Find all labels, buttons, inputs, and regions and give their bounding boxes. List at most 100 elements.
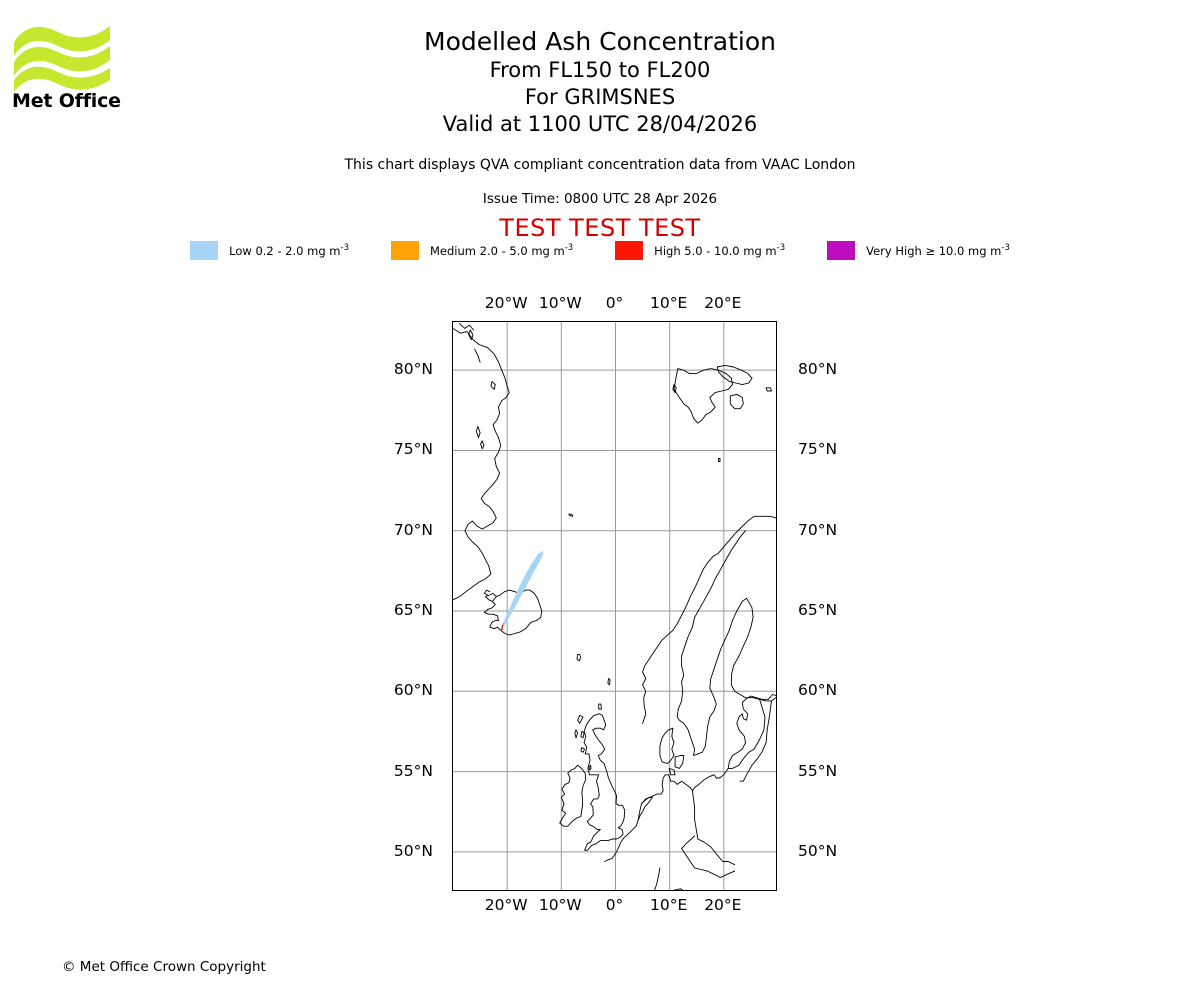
legend-label-medium: Medium 2.0 - 5.0 mg m-3 — [429, 243, 574, 258]
coastline-path — [642, 515, 776, 724]
ash-plume-low — [501, 550, 544, 628]
ash-plume — [500, 550, 544, 631]
lat-tick-label: 80°N — [798, 360, 838, 379]
coastline-path — [739, 700, 772, 782]
coastline-path — [717, 458, 721, 463]
coastline-path — [716, 364, 753, 386]
coastline-path — [485, 592, 497, 602]
coastline-path — [568, 513, 574, 517]
coastline-path — [580, 730, 585, 739]
chart-note: This chart displays QVA compliant concen… — [344, 157, 856, 173]
latitude-axis-right: 80°N 75°N 70°N 65°N 60°N 55°N 50°N — [786, 321, 906, 891]
coastline-path — [577, 714, 584, 724]
coastline-path — [583, 713, 626, 851]
coastline-path — [672, 384, 677, 394]
map-frame — [452, 321, 777, 891]
coastline-path — [468, 329, 474, 341]
coastline-path — [475, 425, 481, 439]
longitude-axis-top: 20°W 10°W 0° 10°E 20°E — [452, 294, 777, 314]
coastline-path — [588, 764, 592, 771]
test-banner: TEST TEST TEST — [499, 214, 701, 242]
coastline-path — [459, 323, 475, 331]
ash-plume-very-high — [501, 625, 503, 631]
lon-tick-label: 20°E — [704, 896, 742, 914]
longitude-axis-bottom: 20°W 10°W 0° 10°E 20°E — [452, 896, 777, 916]
lon-tick-label: 0° — [605, 294, 624, 312]
latitude-axis-left: 80°N 75°N 70°N 65°N 60°N 55°N 50°N — [0, 321, 445, 891]
coastline-path — [729, 393, 744, 410]
coastline-path — [598, 703, 602, 710]
legend-item-very-high: Very High ≥ 10.0 mg m-3 — [827, 241, 1010, 260]
legend: Low 0.2 - 2.0 mg m-3 Medium 2.0 - 5.0 mg… — [0, 241, 1200, 260]
coastline-path — [727, 698, 766, 769]
lon-tick-label: 20°E — [704, 294, 742, 312]
lat-tick-label: 50°N — [393, 841, 433, 860]
lat-tick-label: 65°N — [798, 601, 838, 619]
coastline-path — [681, 835, 696, 850]
valid-time-subtitle: Valid at 1100 UTC 28/04/2026 — [442, 112, 758, 136]
title-block: Modelled Ash Concentration From FL150 to… — [0, 26, 1200, 138]
legend-item-low: Low 0.2 - 2.0 mg m-3 — [190, 241, 349, 260]
logo-waves-icon — [14, 26, 110, 92]
page-title: Modelled Ash Concentration — [424, 27, 776, 56]
legend-swatch-very-high — [827, 241, 856, 260]
coastline-path — [574, 729, 579, 739]
coastline-path — [576, 653, 582, 662]
lat-tick-label: 75°N — [798, 440, 838, 459]
coastline-path — [490, 380, 496, 390]
lon-tick-label: 10°W — [538, 294, 582, 312]
legend-label-very-high: Very High ≥ 10.0 mg m-3 — [866, 243, 1010, 258]
lon-tick-label: 20°W — [484, 294, 528, 312]
legend-label-low: Low 0.2 - 2.0 mg m-3 — [229, 243, 349, 258]
map-gridlines — [453, 322, 776, 890]
lat-tick-label: 70°N — [393, 520, 433, 539]
legend-swatch-high — [615, 241, 644, 260]
coastline-path — [604, 694, 776, 862]
lon-tick-label: 10°E — [650, 896, 688, 914]
lat-tick-label: 55°N — [798, 761, 838, 780]
coastline-path — [691, 790, 699, 840]
coastline-path — [765, 387, 772, 392]
coastline-path — [580, 747, 586, 753]
coastline-path — [697, 838, 736, 866]
legend-item-high: High 5.0 - 10.0 mg m-3 — [615, 241, 785, 260]
lon-tick-label: 0° — [605, 896, 624, 914]
coastline-path — [676, 597, 776, 756]
ash-concentration-map[interactable] — [452, 321, 777, 891]
volcano-subtitle: For GRIMSNES — [524, 85, 676, 109]
coastline-path — [453, 327, 510, 601]
issue-time: Issue Time: 0800 UTC 28 Apr 2026 — [482, 191, 718, 207]
coastline-path — [654, 867, 661, 890]
coastline-path — [637, 796, 653, 821]
legend-swatch-low — [190, 241, 219, 260]
coastline-path — [483, 589, 543, 636]
met-office-logo — [12, 22, 142, 117]
coastline-path — [474, 348, 481, 363]
lon-tick-label: 10°E — [650, 294, 688, 312]
lon-tick-label: 10°W — [538, 896, 582, 914]
logo-text: Met Office — [12, 90, 121, 112]
legend-label-high: High 5.0 - 10.0 mg m-3 — [654, 243, 786, 258]
lon-tick-label: 20°W — [484, 896, 528, 914]
coastline-path — [673, 368, 733, 424]
coastline-path — [659, 727, 675, 764]
lat-tick-label: 60°N — [393, 681, 433, 700]
coastline-path — [674, 755, 685, 769]
legend-swatch-medium — [390, 241, 419, 260]
coastline-path — [681, 848, 736, 878]
lat-tick-label: 65°N — [393, 601, 433, 619]
copyright-text: © Met Office Crown Copyright — [62, 959, 266, 975]
flight-level-subtitle: From FL150 to FL200 — [489, 58, 711, 82]
map-canvas — [453, 322, 776, 890]
coastline-path — [483, 589, 491, 596]
coastline-path — [480, 440, 485, 450]
coastline-path — [668, 767, 676, 776]
legend-item-medium: Medium 2.0 - 5.0 mg m-3 — [390, 241, 574, 260]
coastline-path — [559, 764, 587, 827]
lat-tick-label: 55°N — [393, 761, 433, 780]
lat-tick-label: 60°N — [798, 681, 838, 700]
lat-tick-label: 80°N — [393, 360, 433, 379]
coastline-path — [607, 678, 611, 686]
lat-tick-label: 75°N — [393, 440, 433, 459]
lat-tick-label: 50°N — [798, 841, 838, 860]
